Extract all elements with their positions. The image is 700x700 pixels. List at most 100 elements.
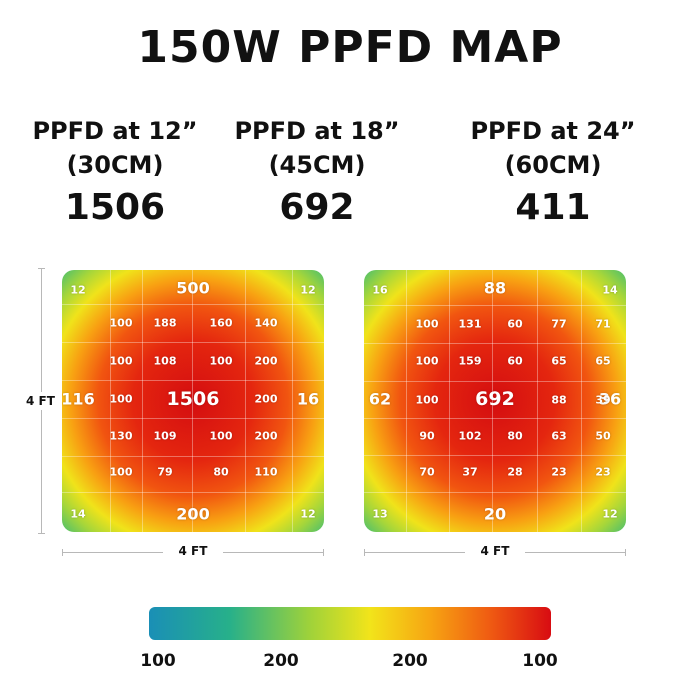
grid-line	[364, 455, 626, 456]
grid-line	[245, 270, 246, 532]
color-scale-tick: 100	[522, 651, 558, 671]
grid-cell-value: 130	[109, 429, 133, 443]
grid-line	[110, 270, 111, 532]
edge-value-left: 62	[368, 389, 392, 409]
header-24in-value: 411	[515, 187, 591, 228]
color-scale-tick: 200	[263, 651, 299, 671]
grid-line	[364, 343, 626, 344]
grid-cell-value: 100	[415, 354, 439, 368]
grid-line	[62, 342, 324, 343]
grid-cell-value: 100	[415, 317, 439, 331]
header-24in-label: PPFD at 24”	[470, 117, 636, 145]
corner-value: 14	[602, 283, 618, 297]
page-title: 150W PPFD MAP	[137, 22, 563, 73]
grid-cell-value: 200	[254, 354, 278, 368]
grid-cell-value: 39	[595, 393, 611, 407]
grid-cell-value: 65	[551, 354, 567, 368]
grid-line	[364, 305, 626, 306]
grid-line	[62, 492, 324, 493]
edge-value-right: 16	[296, 389, 320, 409]
grid-cell-value: 80	[507, 429, 523, 443]
grid-cell-value: 100	[109, 465, 133, 479]
grid-cell-value: 50	[595, 429, 611, 443]
header-12in-label: PPFD at 12”	[32, 117, 198, 145]
grid-cell-value: 90	[419, 429, 435, 443]
grid-cell-value: 100	[109, 392, 133, 406]
center-value: 692	[475, 388, 515, 410]
header-18in: PPFD at 18” (45CM) 692	[212, 114, 422, 230]
right-map-width-label: 4 FT	[465, 544, 525, 558]
grid-cell-value: 60	[507, 317, 523, 331]
grid-line	[62, 380, 324, 381]
grid-line	[406, 270, 407, 532]
grid-cell-value: 77	[551, 317, 567, 331]
grid-cell-value: 160	[209, 316, 233, 330]
grid-line	[492, 270, 493, 532]
grid-line	[62, 304, 324, 305]
grid-cell-value: 100	[109, 354, 133, 368]
header-18in-value: 692	[279, 187, 355, 228]
grid-cell-value: 100	[209, 354, 233, 368]
edge-value-left: 116	[62, 389, 95, 409]
grid-cell-value: 28	[507, 465, 523, 479]
grid-cell-value: 159	[458, 354, 482, 368]
grid-cell-value: 109	[153, 429, 177, 443]
left-map-width-label: 4 FT	[163, 544, 223, 558]
left-map-height-label: 4 FT	[26, 392, 55, 410]
grid-line	[62, 418, 324, 419]
grid-cell-value: 131	[458, 317, 482, 331]
grid-cell-value: 100	[109, 316, 133, 330]
corner-value: 16	[372, 283, 388, 297]
header-24in-cm: (60CM)	[504, 151, 602, 179]
ppfd-map-18in: 16 14 13 12 88 20 62 36 692 100 131 60 77 71 100 159 60 6…	[364, 270, 626, 532]
grid-line	[292, 270, 293, 532]
grid-line	[364, 381, 626, 382]
grid-cell-value: 188	[153, 316, 177, 330]
header-18in-label: PPFD at 18”	[234, 117, 400, 145]
grid-line	[364, 418, 626, 419]
grid-line	[449, 270, 450, 532]
grid-cell-value: 88	[551, 393, 567, 407]
corner-value: 12	[300, 507, 316, 521]
grid-cell-value: 80	[213, 465, 229, 479]
corner-value: 12	[300, 283, 316, 297]
ppfd-map-12in: 12 12 14 12 500 200 116 16 1506 100 188 160 140 100 10…	[62, 270, 324, 532]
grid-line	[142, 270, 143, 532]
grid-cell-value: 37	[462, 465, 478, 479]
grid-cell-value: 23	[551, 465, 567, 479]
header-24in: PPFD at 24” (60CM) 411	[448, 114, 658, 230]
grid-cell-value: 102	[458, 429, 482, 443]
edge-value-bottom: 200	[176, 504, 210, 524]
grid-cell-value: 140	[254, 316, 278, 330]
grid-cell-value: 200	[254, 392, 278, 406]
grid-cell-value: 110	[254, 465, 278, 479]
corner-value: 12	[602, 507, 618, 521]
edge-value-top: 88	[483, 278, 507, 298]
edge-value-right: 36	[598, 389, 622, 409]
edge-value-bottom: 20	[483, 504, 507, 524]
header-18in-cm: (45CM)	[268, 151, 366, 179]
grid-cell-value: 63	[551, 429, 567, 443]
header-12in: PPFD at 12” (30CM) 1506	[10, 114, 220, 230]
grid-cell-value: 65	[595, 354, 611, 368]
color-scale-tick: 200	[392, 651, 428, 671]
edge-value-top: 500	[176, 278, 210, 298]
grid-line	[62, 456, 324, 457]
color-scale-bar	[149, 607, 551, 640]
grid-cell-value: 60	[507, 354, 523, 368]
grid-cell-value: 79	[157, 465, 173, 479]
grid-line	[364, 492, 626, 493]
grid-cell-value: 100	[415, 393, 439, 407]
header-12in-cm: (30CM)	[66, 151, 164, 179]
corner-value: 13	[372, 507, 388, 521]
grid-cell-value: 100	[209, 429, 233, 443]
corner-value: 14	[70, 507, 86, 521]
grid-line	[192, 270, 193, 532]
color-scale-tick: 100	[140, 651, 176, 671]
grid-cell-value: 70	[419, 465, 435, 479]
grid-cell-value: 200	[254, 429, 278, 443]
grid-line	[537, 270, 538, 532]
header-12in-value: 1506	[64, 187, 166, 228]
corner-value: 12	[70, 283, 86, 297]
grid-cell-value: 23	[595, 465, 611, 479]
